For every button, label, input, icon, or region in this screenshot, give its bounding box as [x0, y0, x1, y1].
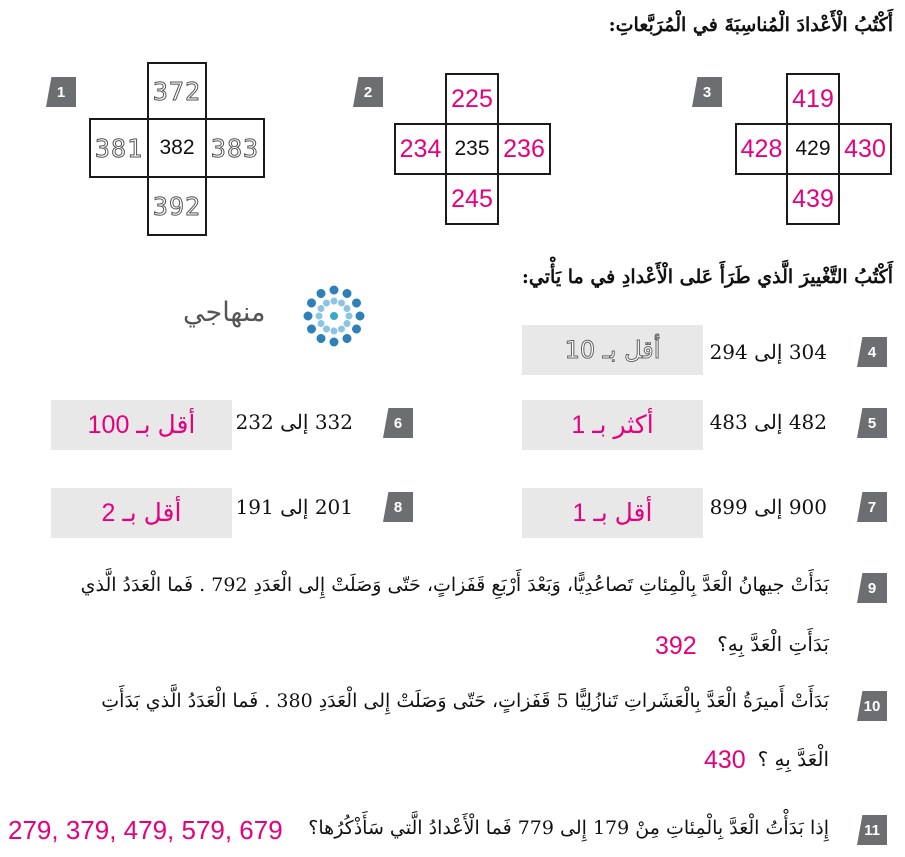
- grid3-number-badge: 3: [692, 77, 722, 107]
- item4-answer-box[interactable]: أقل بـ 10: [522, 325, 703, 375]
- grid2-right-cell[interactable]: 236: [497, 123, 551, 175]
- q10-line1: بَدَأَتْ أَميرَةُ الْعَدَّ بِالْعَشَراتِ…: [101, 690, 829, 712]
- item8-number-badge: 8: [383, 492, 413, 522]
- grid1-center-cell: 382: [147, 118, 207, 178]
- q10-answer[interactable]: 430: [704, 746, 746, 774]
- item7-number-badge: 7: [857, 492, 887, 522]
- q9-number-badge: 9: [857, 573, 887, 603]
- item5-answer-box[interactable]: أكثر بـ 1: [522, 400, 703, 450]
- q9-line1: بَدَأَتْ جيهانُ الْعَدَّ بِالْمِئاتِ تَص…: [80, 574, 829, 596]
- grid1-left-cell[interactable]: 381: [89, 118, 149, 178]
- item6-answer-box[interactable]: أقل بـ 100: [51, 400, 232, 450]
- q11-number-badge: 11: [857, 815, 887, 845]
- grid3-left-cell[interactable]: 428: [735, 123, 788, 175]
- item8-text: 201 إلى 191: [235, 495, 353, 519]
- item7-answer: أقل بـ 1: [572, 499, 653, 527]
- logo-text: منهاجي: [183, 297, 266, 328]
- grid1-top-cell[interactable]: 372: [147, 62, 207, 120]
- manhaji-logo: منهاجي: [183, 279, 373, 353]
- item5-text: 482 إلى 483: [709, 410, 827, 434]
- q11-line1: إِذا بَدَأْتُ الْعَدَّ بِالْمِئاتِ مِنْ …: [308, 817, 829, 839]
- item8-answer: أقل بـ 2: [101, 499, 182, 527]
- item4-text: 304 إلى 294: [709, 340, 827, 364]
- grid2-left-cell[interactable]: 234: [394, 123, 447, 175]
- section2-heading: أَكْتُبُ التَّغْييرَ الَّذي طَرَأَ عَلى …: [521, 266, 893, 288]
- grid3-center-cell: 429: [786, 123, 840, 175]
- grid1-bottom-cell[interactable]: 392: [147, 176, 207, 236]
- q9-answer[interactable]: 392: [655, 632, 697, 660]
- item4-answer: أقل بـ 10: [564, 336, 661, 365]
- item4-number-badge: 4: [857, 337, 887, 367]
- q10-line2: الْعَدَّ بِهِ ؟: [757, 747, 829, 771]
- grid3-top-cell[interactable]: 419: [786, 73, 840, 125]
- item7-text: 900 إلى 899: [709, 495, 827, 519]
- grid3-right-cell[interactable]: 430: [838, 123, 892, 175]
- q9-line2: بَدَأَتِ الْعَدَّ بِهِ؟: [717, 632, 829, 656]
- item8-answer-box[interactable]: أقل بـ 2: [51, 488, 232, 538]
- logo-emblem-icon: [303, 285, 365, 347]
- grid2-top-cell[interactable]: 225: [445, 73, 499, 125]
- item7-answer-box[interactable]: أقل بـ 1: [522, 488, 703, 538]
- section1-heading: أَكْتُبُ الْأَعْدادَ الْمُناسِبَةَ في ال…: [608, 14, 893, 36]
- grid2-center-cell: 235: [445, 123, 499, 175]
- item6-text: 332 إلى 232: [235, 410, 353, 434]
- grid1-right-cell[interactable]: 383: [205, 118, 265, 178]
- item5-number-badge: 5: [857, 408, 887, 438]
- item6-answer: أقل بـ 100: [87, 411, 196, 439]
- item6-number-badge: 6: [383, 408, 413, 438]
- grid3-bottom-cell[interactable]: 439: [786, 173, 840, 225]
- q11-answer[interactable]: 279, 379, 479, 579, 679: [8, 815, 283, 845]
- grid2-number-badge: 2: [353, 77, 383, 107]
- grid2-bottom-cell[interactable]: 245: [445, 173, 499, 225]
- grid1-number-badge: 1: [46, 77, 76, 107]
- q10-number-badge: 10: [857, 691, 887, 721]
- item5-answer: أكثر بـ 1: [571, 411, 654, 439]
